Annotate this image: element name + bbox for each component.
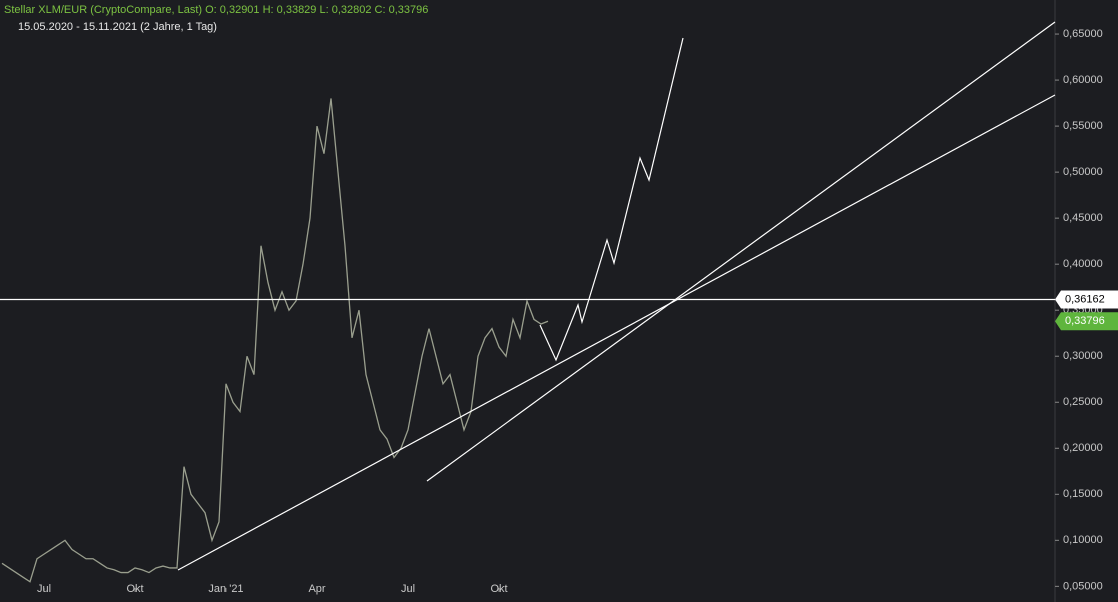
- y-tick-label: 0,50000: [1063, 166, 1103, 178]
- last-price-tag: [1055, 312, 1118, 331]
- y-tick-label: 0,60000: [1063, 74, 1103, 86]
- trend-line: [426, 21, 1056, 482]
- y-tick-label: 0,25000: [1063, 396, 1103, 408]
- x-tick-label: Okt: [126, 583, 143, 595]
- y-tick-label: 0,40000: [1063, 258, 1103, 270]
- x-tick-label: Okt: [490, 583, 507, 595]
- chart-subtitle: 15.05.2020 - 15.11.2021 (2 Jahre, 1 Tag): [18, 21, 217, 33]
- trend-line: [177, 94, 1056, 571]
- y-tick-label: 0,10000: [1063, 534, 1103, 546]
- plot: 0,05000 0,10000 0,15000 0,20000 0,25000 0,300…: [0, 28, 1118, 595]
- y-tick-label: 0,65000: [1063, 28, 1103, 40]
- x-tick-label: Apr: [308, 583, 325, 595]
- drawings: [177, 21, 1056, 571]
- y-tick-label: 0,55000: [1063, 120, 1103, 132]
- price-tag-label: 0,36162: [1065, 293, 1105, 305]
- x-tick-label: Jul: [401, 583, 415, 595]
- y-tick-label: 0,30000: [1063, 350, 1103, 362]
- projection: [539, 37, 684, 362]
- y-tick-label: 0,45000: [1063, 212, 1103, 224]
- price-line: [1, 98, 549, 583]
- chart-title: Stellar XLM/EUR (CryptoCompare, Last) O:…: [4, 4, 428, 16]
- y-tick-label: 0,05000: [1063, 580, 1103, 592]
- x-tick-label: Jul: [37, 583, 51, 595]
- x-tick-label: Jan '21: [208, 583, 243, 595]
- price-tag: [1055, 290, 1118, 309]
- y-tick-label: 0,15000: [1063, 488, 1103, 500]
- y-tick-label: 0,20000: [1063, 442, 1103, 454]
- last-price-label: 0,33796: [1065, 315, 1105, 327]
